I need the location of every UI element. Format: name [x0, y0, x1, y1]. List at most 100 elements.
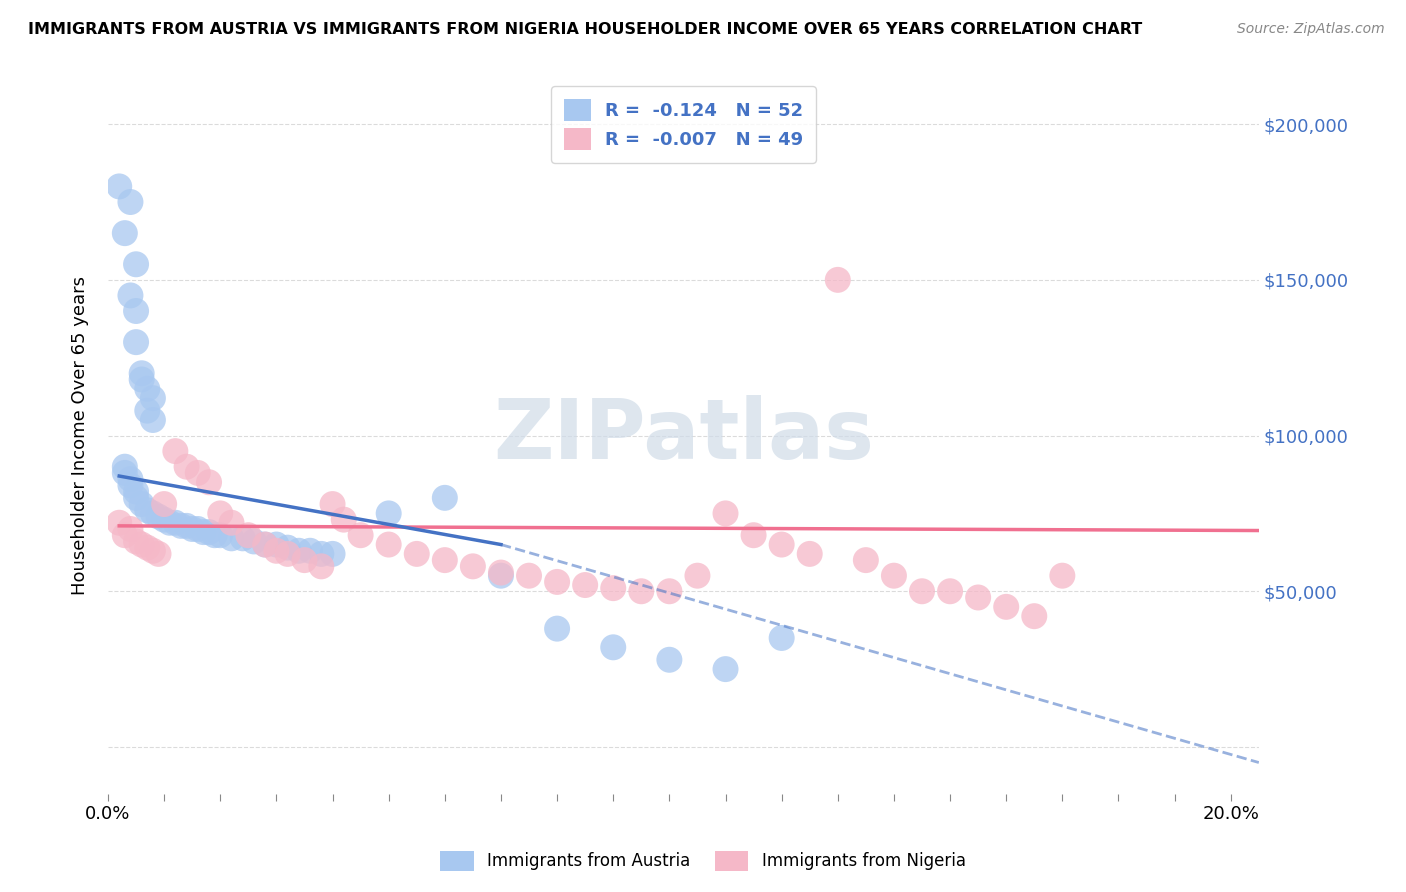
Legend: Immigrants from Austria, Immigrants from Nigeria: Immigrants from Austria, Immigrants from…: [432, 842, 974, 880]
Point: [311, 547, 333, 561]
Point: [142, 391, 165, 405]
Point: [433, 553, 456, 567]
Point: [187, 522, 209, 536]
Point: [181, 522, 204, 536]
Point: [630, 584, 652, 599]
Point: [658, 653, 681, 667]
Point: [266, 543, 288, 558]
Point: [299, 543, 322, 558]
Point: [461, 559, 484, 574]
Point: [136, 403, 159, 417]
Point: [995, 599, 1018, 614]
Point: [714, 662, 737, 676]
Point: [125, 484, 148, 499]
Point: [911, 584, 934, 599]
Point: [266, 537, 288, 551]
Point: [148, 509, 170, 524]
Point: [546, 622, 568, 636]
Point: [254, 537, 277, 551]
Point: [827, 273, 849, 287]
Point: [221, 516, 243, 530]
Point: [114, 459, 136, 474]
Point: [855, 553, 877, 567]
Legend: R =  -0.124   N = 52, R =  -0.007   N = 49: R = -0.124 N = 52, R = -0.007 N = 49: [551, 87, 815, 163]
Point: [742, 528, 765, 542]
Point: [377, 507, 399, 521]
Point: [294, 553, 316, 567]
Point: [405, 547, 427, 561]
Point: [142, 413, 165, 427]
Point: [176, 459, 198, 474]
Point: [120, 478, 142, 492]
Point: [322, 497, 344, 511]
Point: [377, 537, 399, 551]
Point: [114, 528, 136, 542]
Point: [288, 543, 311, 558]
Point: [602, 581, 624, 595]
Point: [125, 335, 148, 350]
Point: [170, 519, 193, 533]
Point: [333, 513, 356, 527]
Point: [311, 559, 333, 574]
Point: [120, 522, 142, 536]
Point: [120, 288, 142, 302]
Point: [148, 547, 170, 561]
Point: [131, 366, 153, 380]
Point: [967, 591, 990, 605]
Point: [114, 226, 136, 240]
Point: [686, 568, 709, 582]
Point: [136, 503, 159, 517]
Point: [131, 497, 153, 511]
Point: [176, 519, 198, 533]
Point: [120, 472, 142, 486]
Point: [658, 584, 681, 599]
Point: [153, 497, 176, 511]
Point: [198, 475, 221, 490]
Point: [209, 507, 232, 521]
Point: [232, 531, 254, 545]
Point: [277, 541, 299, 555]
Point: [714, 507, 737, 521]
Point: [114, 466, 136, 480]
Point: [238, 528, 260, 542]
Point: [1024, 609, 1046, 624]
Point: [322, 547, 344, 561]
Text: Source: ZipAtlas.com: Source: ZipAtlas.com: [1237, 22, 1385, 37]
Point: [574, 578, 596, 592]
Point: [209, 528, 232, 542]
Point: [243, 534, 266, 549]
Point: [221, 531, 243, 545]
Y-axis label: Householder Income Over 65 years: Householder Income Over 65 years: [72, 276, 89, 595]
Point: [165, 444, 187, 458]
Point: [489, 566, 512, 580]
Point: [433, 491, 456, 505]
Point: [489, 568, 512, 582]
Point: [136, 382, 159, 396]
Point: [517, 568, 540, 582]
Point: [770, 537, 793, 551]
Point: [204, 528, 226, 542]
Point: [198, 525, 221, 540]
Point: [546, 574, 568, 589]
Point: [602, 640, 624, 655]
Point: [193, 525, 215, 540]
Point: [254, 537, 277, 551]
Text: ZIPatlas: ZIPatlas: [494, 395, 875, 476]
Point: [277, 547, 299, 561]
Point: [131, 372, 153, 386]
Point: [142, 543, 165, 558]
Point: [883, 568, 905, 582]
Point: [799, 547, 821, 561]
Point: [131, 537, 153, 551]
Point: [159, 516, 181, 530]
Point: [939, 584, 962, 599]
Point: [1052, 568, 1074, 582]
Point: [136, 541, 159, 555]
Point: [108, 179, 131, 194]
Point: [125, 257, 148, 271]
Text: IMMIGRANTS FROM AUSTRIA VS IMMIGRANTS FROM NIGERIA HOUSEHOLDER INCOME OVER 65 YE: IMMIGRANTS FROM AUSTRIA VS IMMIGRANTS FR…: [28, 22, 1142, 37]
Point: [349, 528, 371, 542]
Point: [165, 516, 187, 530]
Point: [108, 516, 131, 530]
Point: [125, 491, 148, 505]
